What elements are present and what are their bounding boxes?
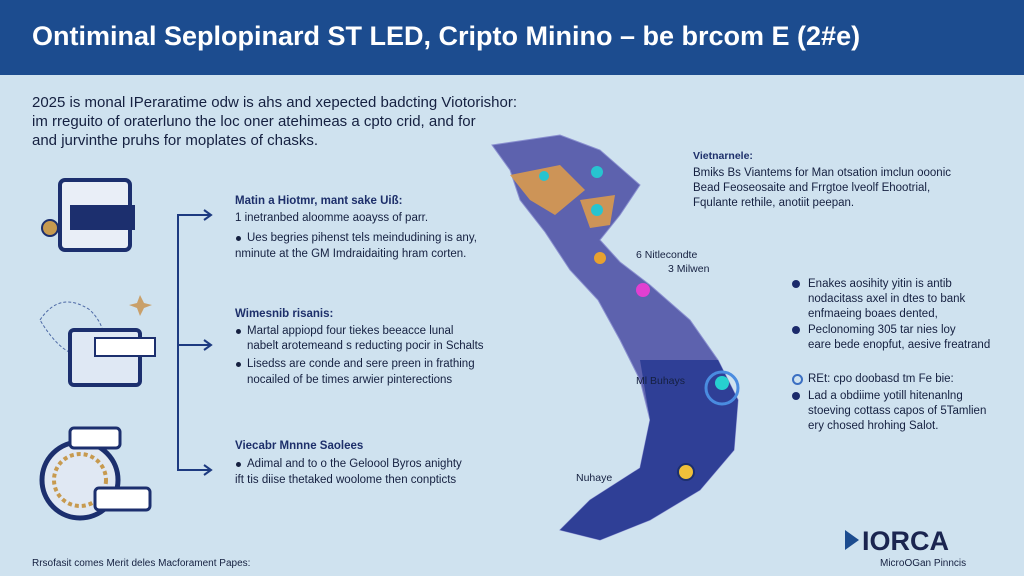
right-bullet: ery chosed hrohing Salot. xyxy=(808,420,939,432)
right-bullet: stoeving cottass capos of 5Tamlien xyxy=(808,405,987,417)
bullet-line: Lisedss are conde and sere preen in frat… xyxy=(236,358,475,370)
footer: Rrsofasit comes Merit deles Macforament … xyxy=(32,558,251,569)
right-bullet: Enakes aosihity yitin is antib xyxy=(792,278,952,290)
right-bullet: Peclonoming 305 tar nies loy xyxy=(792,324,956,336)
intro-line: im rreguito of oraterluno the loc oner a… xyxy=(32,113,476,130)
right-line: Fqulante rethile, anotiit peepan. xyxy=(693,197,855,209)
icon-coins xyxy=(39,426,152,521)
map-label: 3 Milwen xyxy=(668,263,710,275)
intro-line: 2025 is monal IPeraratime odw is ahs and… xyxy=(32,94,518,111)
right-bullet: REt: cpo doobasd tm Fe bie: xyxy=(792,373,954,385)
bullet-line: nocailed of be times arwier pinterection… xyxy=(247,374,453,386)
section-heading: Viecabr Mnnne Saolees xyxy=(235,440,364,452)
header xyxy=(0,0,1024,75)
intro-line: and jurvinthe pruhs for moplates of chas… xyxy=(32,132,318,149)
map-label: Nuhaye xyxy=(576,472,613,484)
right-bullet: eare bede enopfut, aesive freatrand xyxy=(808,339,991,351)
right-bullet: Lad a obdiime yotill hitenanlng xyxy=(792,390,963,402)
right-line: Bmiks Bs Viantems for Man otsation imclu… xyxy=(693,167,952,179)
arrowheads xyxy=(203,209,213,476)
right-heading: Vietnarnele: xyxy=(693,150,753,162)
logo: IORCA xyxy=(862,526,949,556)
bullet-line: Adimal and to o the Geloool Byros anight… xyxy=(236,458,462,470)
right-bullet: nodacitass axel in dtes to bank xyxy=(808,293,966,305)
section-lead: 1 inetranbed aloomme aoayss of parr. xyxy=(235,212,429,224)
section-heading: Matin a Hiotmr, mant sake Uiß: xyxy=(235,195,403,207)
bracket xyxy=(177,214,210,471)
bullet-line: ift tis diise thetaked woolome then conp… xyxy=(235,474,457,486)
map-label: 6 Nitlecondte xyxy=(636,249,698,261)
bullet-line: nminute at the GM Imdraidaiting hram cor… xyxy=(235,248,467,260)
map xyxy=(491,134,740,541)
icon-device xyxy=(41,178,135,252)
bullet-line: Martal appiopd four tiekes beeacce lunal xyxy=(236,325,454,337)
right-bullet: enfmaeing boaes dented, xyxy=(808,308,938,320)
icon-map-screen xyxy=(39,295,156,387)
logo-tagline: MicroOGan Pinncis xyxy=(880,558,967,569)
bullet-line: Ues begries pihenst tels meindudining is… xyxy=(236,232,477,244)
bullet-line: nabelt arotemeand s reducting pocir in S… xyxy=(247,340,484,352)
logo-mark xyxy=(845,530,859,550)
right-line: Bead Feoseosaite and Frrgtoe lveolf Ehoo… xyxy=(693,182,931,194)
title: Ontiminal Seplopinard ST LED, Cripto Min… xyxy=(32,21,861,51)
map-label: Ml Buhays xyxy=(636,375,686,387)
section-heading: Wimesnib risanis: xyxy=(235,308,334,320)
